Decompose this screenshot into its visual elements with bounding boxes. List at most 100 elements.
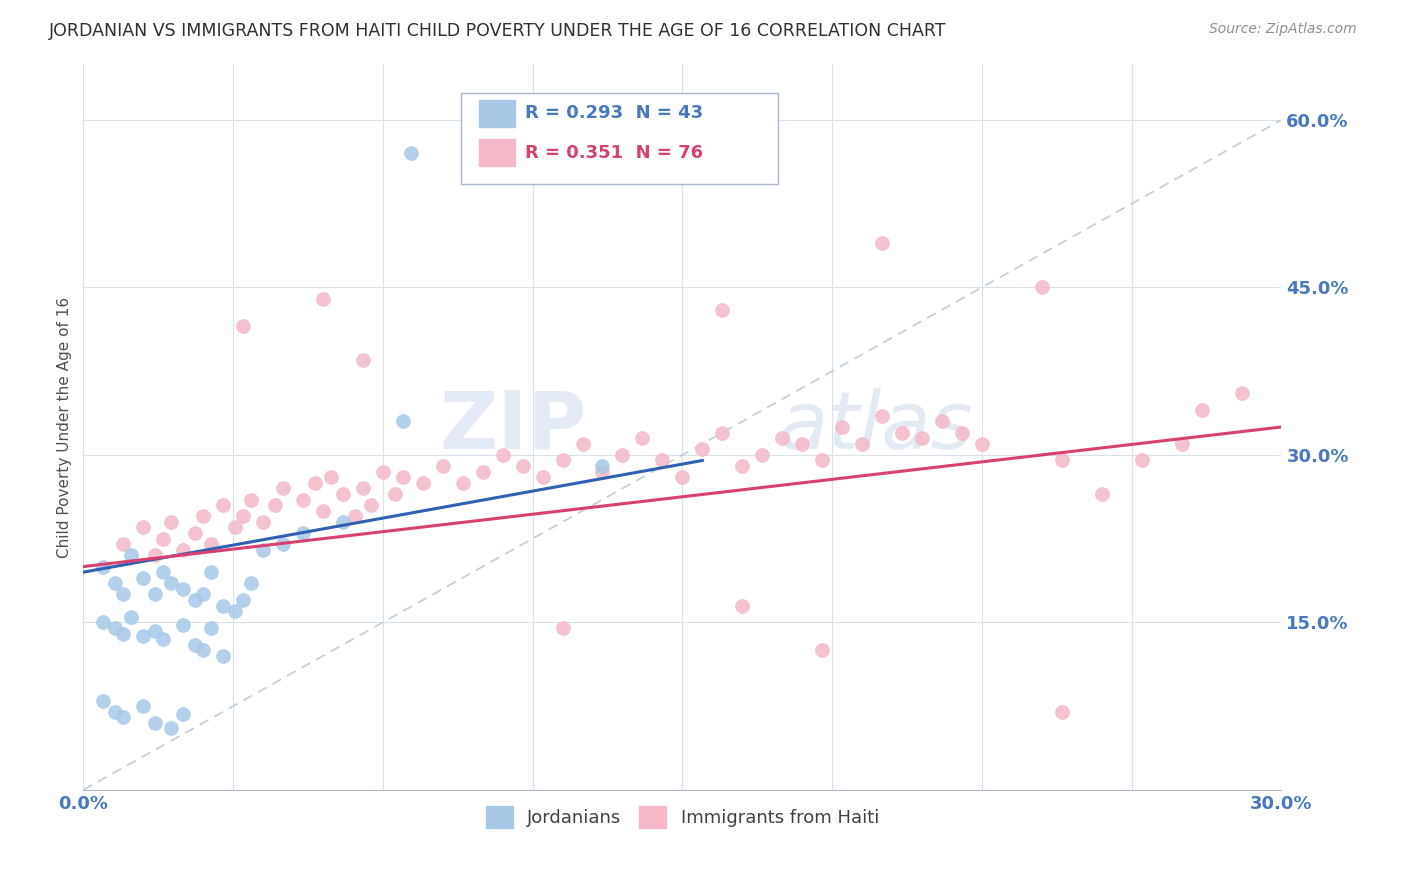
Point [291, 492, 314, 507]
Point [152, 565, 174, 579]
Point [152, 532, 174, 546]
Point [651, 453, 673, 467]
Point [172, 542, 194, 557]
Point [970, 436, 993, 450]
Point [291, 526, 314, 541]
Point [104, 576, 127, 591]
Point [391, 470, 413, 484]
Point [252, 515, 274, 529]
Point [132, 520, 155, 534]
Point [184, 526, 207, 541]
Point [592, 459, 614, 474]
Point [304, 475, 326, 490]
Point [1050, 453, 1073, 467]
Point [711, 425, 734, 440]
Point [212, 599, 235, 613]
Point [371, 465, 394, 479]
Y-axis label: Child Poverty Under the Age of 16: Child Poverty Under the Age of 16 [58, 296, 72, 558]
Point [492, 448, 515, 462]
Point [191, 509, 214, 524]
Point [232, 593, 254, 607]
Point [224, 520, 246, 534]
Point [811, 453, 834, 467]
Point [551, 453, 574, 467]
Point [184, 593, 207, 607]
Point [191, 587, 214, 601]
Point [200, 621, 222, 635]
Point [312, 504, 335, 518]
Point [399, 146, 422, 161]
Point [931, 414, 953, 428]
Point [240, 492, 263, 507]
Point [160, 576, 183, 591]
Point [132, 629, 155, 643]
Point [792, 436, 814, 450]
Text: atlas: atlas [779, 388, 973, 466]
Text: ZIP: ZIP [439, 388, 586, 466]
Point [232, 509, 254, 524]
Point [391, 414, 413, 428]
Point [240, 576, 263, 591]
Point [1091, 487, 1114, 501]
Point [731, 459, 754, 474]
Point [770, 431, 793, 445]
Point [360, 498, 382, 512]
Point [1191, 403, 1213, 417]
Point [512, 459, 534, 474]
Point [172, 582, 194, 596]
Point [319, 470, 342, 484]
Point [471, 465, 494, 479]
Point [252, 542, 274, 557]
Point [870, 235, 893, 250]
Point [911, 431, 934, 445]
Point [212, 498, 235, 512]
Point [200, 565, 222, 579]
Point [412, 475, 434, 490]
Point [120, 549, 142, 563]
Point [224, 604, 246, 618]
Bar [478, 139, 515, 167]
Point [731, 599, 754, 613]
Point [571, 436, 593, 450]
Point [384, 487, 406, 501]
Point [692, 442, 714, 457]
Text: JORDANIAN VS IMMIGRANTS FROM HAITI CHILD POVERTY UNDER THE AGE OF 16 CORRELATION: JORDANIAN VS IMMIGRANTS FROM HAITI CHILD… [49, 22, 946, 40]
Point [172, 617, 194, 632]
Point [551, 621, 574, 635]
Point [112, 587, 135, 601]
Point [184, 638, 207, 652]
Point [143, 587, 166, 601]
Point [91, 615, 114, 630]
Point [343, 509, 366, 524]
Point [212, 648, 235, 663]
Point [120, 610, 142, 624]
Point [200, 537, 222, 551]
Point [332, 487, 354, 501]
Point [432, 459, 454, 474]
Point [870, 409, 893, 423]
Point [104, 705, 127, 719]
Point [451, 475, 474, 490]
Text: R = 0.293  N = 43: R = 0.293 N = 43 [526, 104, 703, 122]
Point [531, 470, 554, 484]
Point [160, 515, 183, 529]
Point [1050, 705, 1073, 719]
Point [811, 643, 834, 657]
Point [631, 431, 654, 445]
Legend: Jordanians, Immigrants from Haiti: Jordanians, Immigrants from Haiti [478, 799, 886, 835]
Point [112, 710, 135, 724]
Text: Source: ZipAtlas.com: Source: ZipAtlas.com [1209, 22, 1357, 37]
Point [612, 448, 634, 462]
Point [831, 420, 853, 434]
Point [1130, 453, 1153, 467]
Point [232, 319, 254, 334]
Point [671, 470, 693, 484]
Point [143, 624, 166, 639]
Point [950, 425, 973, 440]
Point [132, 699, 155, 714]
Point [104, 621, 127, 635]
Point [91, 559, 114, 574]
Point [1170, 436, 1192, 450]
Point [132, 571, 155, 585]
FancyBboxPatch shape [461, 93, 779, 184]
